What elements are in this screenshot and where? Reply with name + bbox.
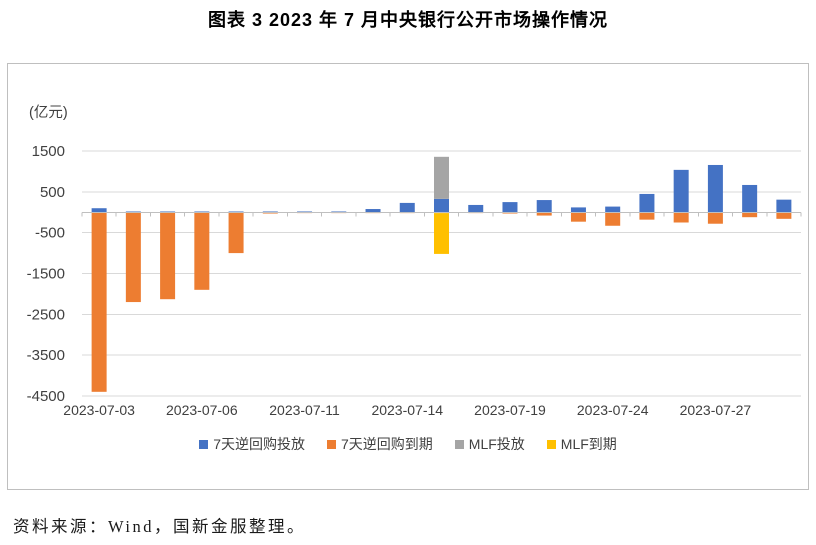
bar-segment [673,212,689,223]
y-tick-label: -500 [35,225,65,242]
bar-segment [468,204,484,213]
y-tick-label: 1500 [32,143,65,160]
bar-segment [605,212,621,226]
y-tick-label: -2500 [27,306,65,323]
bar-segment [742,184,758,213]
bar-segment [639,193,655,213]
legend-item: 7天逆回购投放 [199,434,305,454]
legend-label: 7天逆回购投放 [213,436,305,452]
x-tick-label: 2023-07-19 [474,402,546,418]
bar-segment [262,212,278,214]
bar-segment [434,156,449,199]
legend-swatch [199,439,209,449]
legend-swatch [454,439,464,449]
bar-segment [742,212,758,218]
bar-segment [434,198,449,213]
y-tick-label: -1500 [27,266,65,283]
bar-segment [776,199,792,213]
legend-swatch [546,439,556,449]
legend-swatch [327,439,336,449]
x-tick-label: 2023-07-14 [371,402,443,418]
y-axis-unit-label: (亿元) [29,105,68,121]
bar-segment [125,212,141,303]
x-tick-label: 2023-07-11 [269,402,340,418]
bar-segment [399,202,415,213]
bar-segment [434,213,449,254]
bar-segment [160,212,176,300]
bar-segment [570,212,586,222]
bar-segment [502,212,518,214]
legend-item: MLF投放 [454,434,525,454]
bar-segment [194,212,210,290]
y-tick-label: -3500 [27,347,65,364]
y-tick-label: 500 [40,184,65,201]
bar-chart: 1500500-500-1500-2500-3500-45002023-07-0… [27,143,802,418]
x-tick-label: 2023-07-03 [63,402,135,418]
bar-segment [639,212,655,220]
bar-segment [91,208,107,213]
bar-segment [673,169,689,213]
bar-segment [605,206,621,213]
bars [91,156,792,392]
x-tick-label: 2023-07-06 [166,402,238,418]
source-note: 资料来源：Wind，国新金服整理。 [13,517,306,536]
bar-segment [228,212,244,254]
bar-segment [707,212,723,224]
x-tick-label: 2023-07-27 [680,402,752,418]
legend-item: 7天逆回购到期 [327,434,433,454]
chart-title: 图表 3 2023 年 7 月中央银行公开市场操作情况 [207,10,609,30]
y-tick-label: -4500 [27,388,65,405]
x-tick-label: 2023-07-24 [577,402,649,418]
legend-label: MLF到期 [560,436,617,452]
bar-segment [707,164,723,213]
bar-segment [502,202,518,213]
legend-label: 7天逆回购到期 [341,436,433,452]
chart-frame: 1500 500 -500 -1500 -2500 -3500 -4500 2023-07-0… [7,63,809,490]
bar-segment [91,212,107,392]
bar-segment [536,212,552,216]
bar-segment [365,209,381,213]
bar-segment [570,207,586,213]
chart-legend: 7天逆回购投放 7天逆回购到期 MLF投放 MLF到期 [8,434,808,454]
bar-segment [536,200,552,213]
legend-label: MLF投放 [468,436,525,452]
bar-segment [776,212,792,219]
legend-item: MLF到期 [546,434,617,454]
x-axis [81,211,802,217]
